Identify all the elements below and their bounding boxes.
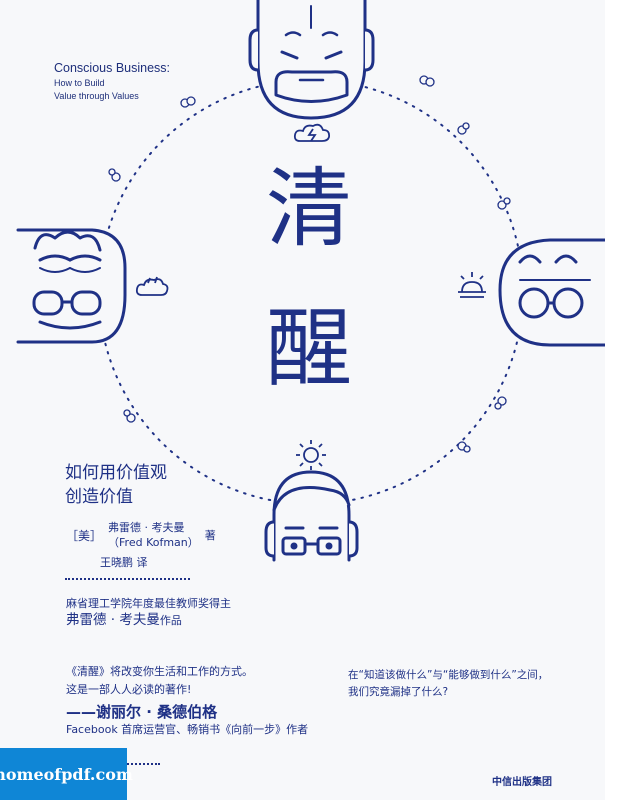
author-intro-line1: 麻省理工学院年度最佳教师奖得主 <box>66 597 231 610</box>
right-question: 在“知道该做什么”与“能够做到什么”之间， 我们究竟漏掉了什么? <box>348 667 548 701</box>
subtitle: 如何用价值观 创造价值 <box>65 461 167 509</box>
quote-signature-desc: Facebook 首席运营官、畅销书《向前一步》作者 <box>66 723 309 736</box>
sun-horizon-icon <box>458 272 486 298</box>
right-question-line2: 我们究竟漏掉了什么? <box>348 686 449 698</box>
book-cover: Conscious Business: How to Build Value t… <box>0 0 605 800</box>
english-title-line2: How to Build <box>54 77 105 88</box>
author-name-cn: 弗雷德 · 考夫曼 <box>108 521 185 534</box>
author-nationality: ［美］ <box>66 528 103 543</box>
cloud-icon <box>108 75 511 453</box>
dotted-divider <box>65 578 190 580</box>
author-intro-suffix: 作品 <box>159 614 182 627</box>
subtitle-line1: 如何用价值观 <box>65 463 167 483</box>
right-question-line1: 在“知道该做什么”与“能够做到什么”之间， <box>348 669 549 681</box>
right-face-illustration <box>498 238 605 347</box>
author-block: ［美］ 弗雷德 · 考夫曼 （Fred Kofman） 著 王晓鹏 译 <box>66 520 216 570</box>
subtitle-line2: 创造价值 <box>65 487 133 507</box>
translator: 王晓鹏 译 <box>100 556 148 569</box>
cloud-icon <box>135 276 169 296</box>
bottom-dotted-line <box>100 763 160 765</box>
title-char-1: 清 <box>266 159 352 259</box>
storm-cloud-icon <box>293 123 331 142</box>
watermark-badge[interactable]: homeofpdf.com <box>0 748 133 800</box>
english-title: Conscious Business: How to Build Value t… <box>54 60 170 103</box>
endorsement-quote: 《清醒》将改变你生活和工作的方式。 这是一部人人必读的著作! ——谢丽尔 · 桑… <box>66 663 308 739</box>
sun-icon <box>296 440 326 470</box>
quote-line1: 《清醒》将改变你生活和工作的方式。 <box>66 665 253 678</box>
author-intro-name: 弗雷德 · 考夫曼 <box>66 612 160 628</box>
english-title-line3: Value through Values <box>54 90 139 101</box>
top-face-illustration <box>248 0 375 120</box>
title-char-2: 醒 <box>266 299 352 399</box>
publisher-name: 中信出版集团 <box>492 777 552 788</box>
quote-line2: 这是一部人人必读的著作! <box>66 683 192 696</box>
author-name-en: （Fred Kofman） <box>108 536 199 549</box>
author-intro: 麻省理工学院年度最佳教师奖得主 弗雷德 · 考夫曼作品 <box>66 596 231 629</box>
author-role: 著 <box>204 529 216 542</box>
english-title-main: Conscious Business: <box>54 61 171 75</box>
quote-signature: ——谢丽尔 · 桑德伯格 <box>66 703 218 721</box>
cover-illustration <box>16 0 605 562</box>
left-face-illustration <box>16 228 127 344</box>
bottom-face-illustration <box>264 470 359 562</box>
